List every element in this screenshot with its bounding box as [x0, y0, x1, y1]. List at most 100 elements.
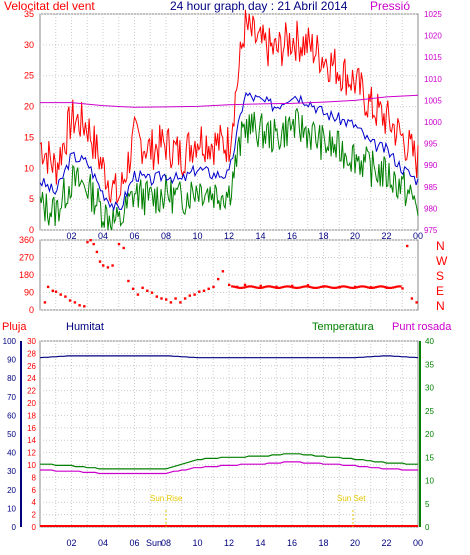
wind-series [39, 9, 419, 231]
humidity-y-tick: 50 [7, 430, 16, 439]
direction-y-tick: 270 [19, 253, 34, 263]
direction-point [261, 286, 264, 289]
direction-point [335, 286, 338, 289]
temperature-y-tick: 15 [425, 453, 434, 462]
wind-x-tick: 00 [413, 231, 423, 241]
direction-point [236, 286, 239, 289]
direction-point [59, 293, 62, 296]
rain-y-tick: 28 [27, 349, 36, 358]
rain-y-tick: 14 [27, 436, 36, 445]
compass-label: S [436, 269, 444, 283]
direction-point [169, 301, 173, 304]
direction-point [310, 286, 313, 289]
pressure-y-tick: 975 [424, 226, 438, 235]
direction-point [255, 286, 258, 289]
direction-point [352, 286, 355, 289]
direction-point [321, 285, 325, 288]
direction-point [325, 285, 328, 288]
direction-point [244, 286, 247, 289]
direction-point [217, 277, 220, 281]
direction-point [257, 286, 260, 289]
climate-x-tick: 20 [350, 538, 360, 548]
direction-point [312, 286, 315, 289]
direction-point [410, 297, 414, 300]
wind-x-tick: 12 [224, 231, 234, 241]
direction-point [291, 284, 294, 288]
dew-point-legend: Punt rosada [392, 321, 452, 333]
climate-x-tick: 02 [66, 538, 76, 548]
direction-point [265, 285, 268, 288]
direction-point [188, 294, 191, 297]
humidity-y-tick: 90 [7, 356, 16, 365]
wind-x-tick: 16 [287, 231, 297, 241]
wind-x-tick: 18 [318, 231, 328, 241]
pressure-y-tick: 1010 [424, 75, 442, 84]
direction-point [278, 286, 281, 289]
wind-x-tick: 06 [129, 231, 139, 241]
direction-point [346, 285, 349, 289]
direction-point [86, 240, 89, 244]
direction-point [193, 293, 196, 296]
wind-x-tick: 08 [161, 231, 171, 241]
direction-point [333, 286, 336, 289]
direction-y-axis: 0 90 180 270 360 [19, 235, 34, 315]
direction-point [284, 285, 287, 288]
direction-point [401, 287, 404, 290]
direction-point [371, 286, 374, 289]
temperature-y-tick: 10 [425, 477, 434, 486]
wind-y-tick: 35 [24, 9, 34, 19]
rain-y-tick: 22 [27, 387, 36, 396]
direction-point [102, 264, 105, 267]
temperature-y-tick: 30 [425, 384, 434, 393]
sunset-label: Sun Set [337, 494, 366, 503]
humidity-y-tick: 20 [7, 486, 16, 495]
direction-point [150, 291, 154, 294]
rain-y-tick: 30 [27, 337, 36, 346]
compass-label: N [436, 299, 445, 313]
direction-point [316, 286, 319, 289]
direction-point [238, 286, 241, 289]
direction-point [397, 285, 400, 288]
humidity-y-tick: 70 [7, 393, 16, 402]
climate-x-tick-extra: Sun [146, 538, 162, 548]
direction-point [399, 285, 402, 288]
direction-point [301, 285, 304, 289]
wind-y-tick: 20 [24, 102, 34, 112]
climate-x-tick: 12 [224, 538, 234, 548]
direction-point [374, 286, 377, 289]
direction-point [183, 297, 187, 300]
direction-point [340, 285, 343, 288]
direction-point [267, 285, 270, 288]
temperature-y-axis: 0 5 10 15 20 25 30 35 40 [419, 337, 434, 532]
humidity-y-tick: 0 [12, 523, 17, 532]
direction-point [363, 285, 366, 288]
pressure-y-tick: 1025 [424, 10, 442, 19]
direction-point [297, 286, 300, 289]
direction-point [331, 286, 334, 289]
direction-point [253, 286, 256, 289]
direction-point [233, 285, 236, 288]
compass-label: W [436, 254, 448, 268]
direction-point [131, 287, 135, 290]
climate-x-axis: 02 04 06 08 10 12 14 16 18 20 22 00 Sun [66, 538, 423, 548]
rain-y-tick: 18 [27, 411, 36, 420]
direction-point [54, 290, 58, 293]
pressure-y-tick: 980 [424, 204, 438, 213]
humidity-y-tick: 100 [3, 337, 17, 346]
direction-point [272, 286, 275, 289]
direction-point [303, 285, 306, 288]
wind-y-tick: 15 [24, 132, 34, 142]
direction-point [155, 295, 158, 298]
direction-point [291, 286, 294, 289]
direction-point [365, 285, 368, 289]
humidity-series-line [39, 355, 419, 359]
humidity-y-tick: 10 [7, 504, 16, 513]
wind-y-tick: 0 [29, 225, 34, 235]
pressure-y-tick: 985 [424, 183, 438, 192]
wind-y-tick: 25 [24, 71, 34, 81]
climate-gridlines [40, 340, 418, 528]
climate-x-tick: 10 [192, 538, 202, 548]
direction-point [242, 286, 245, 289]
rain-y-tick: 6 [32, 486, 37, 495]
